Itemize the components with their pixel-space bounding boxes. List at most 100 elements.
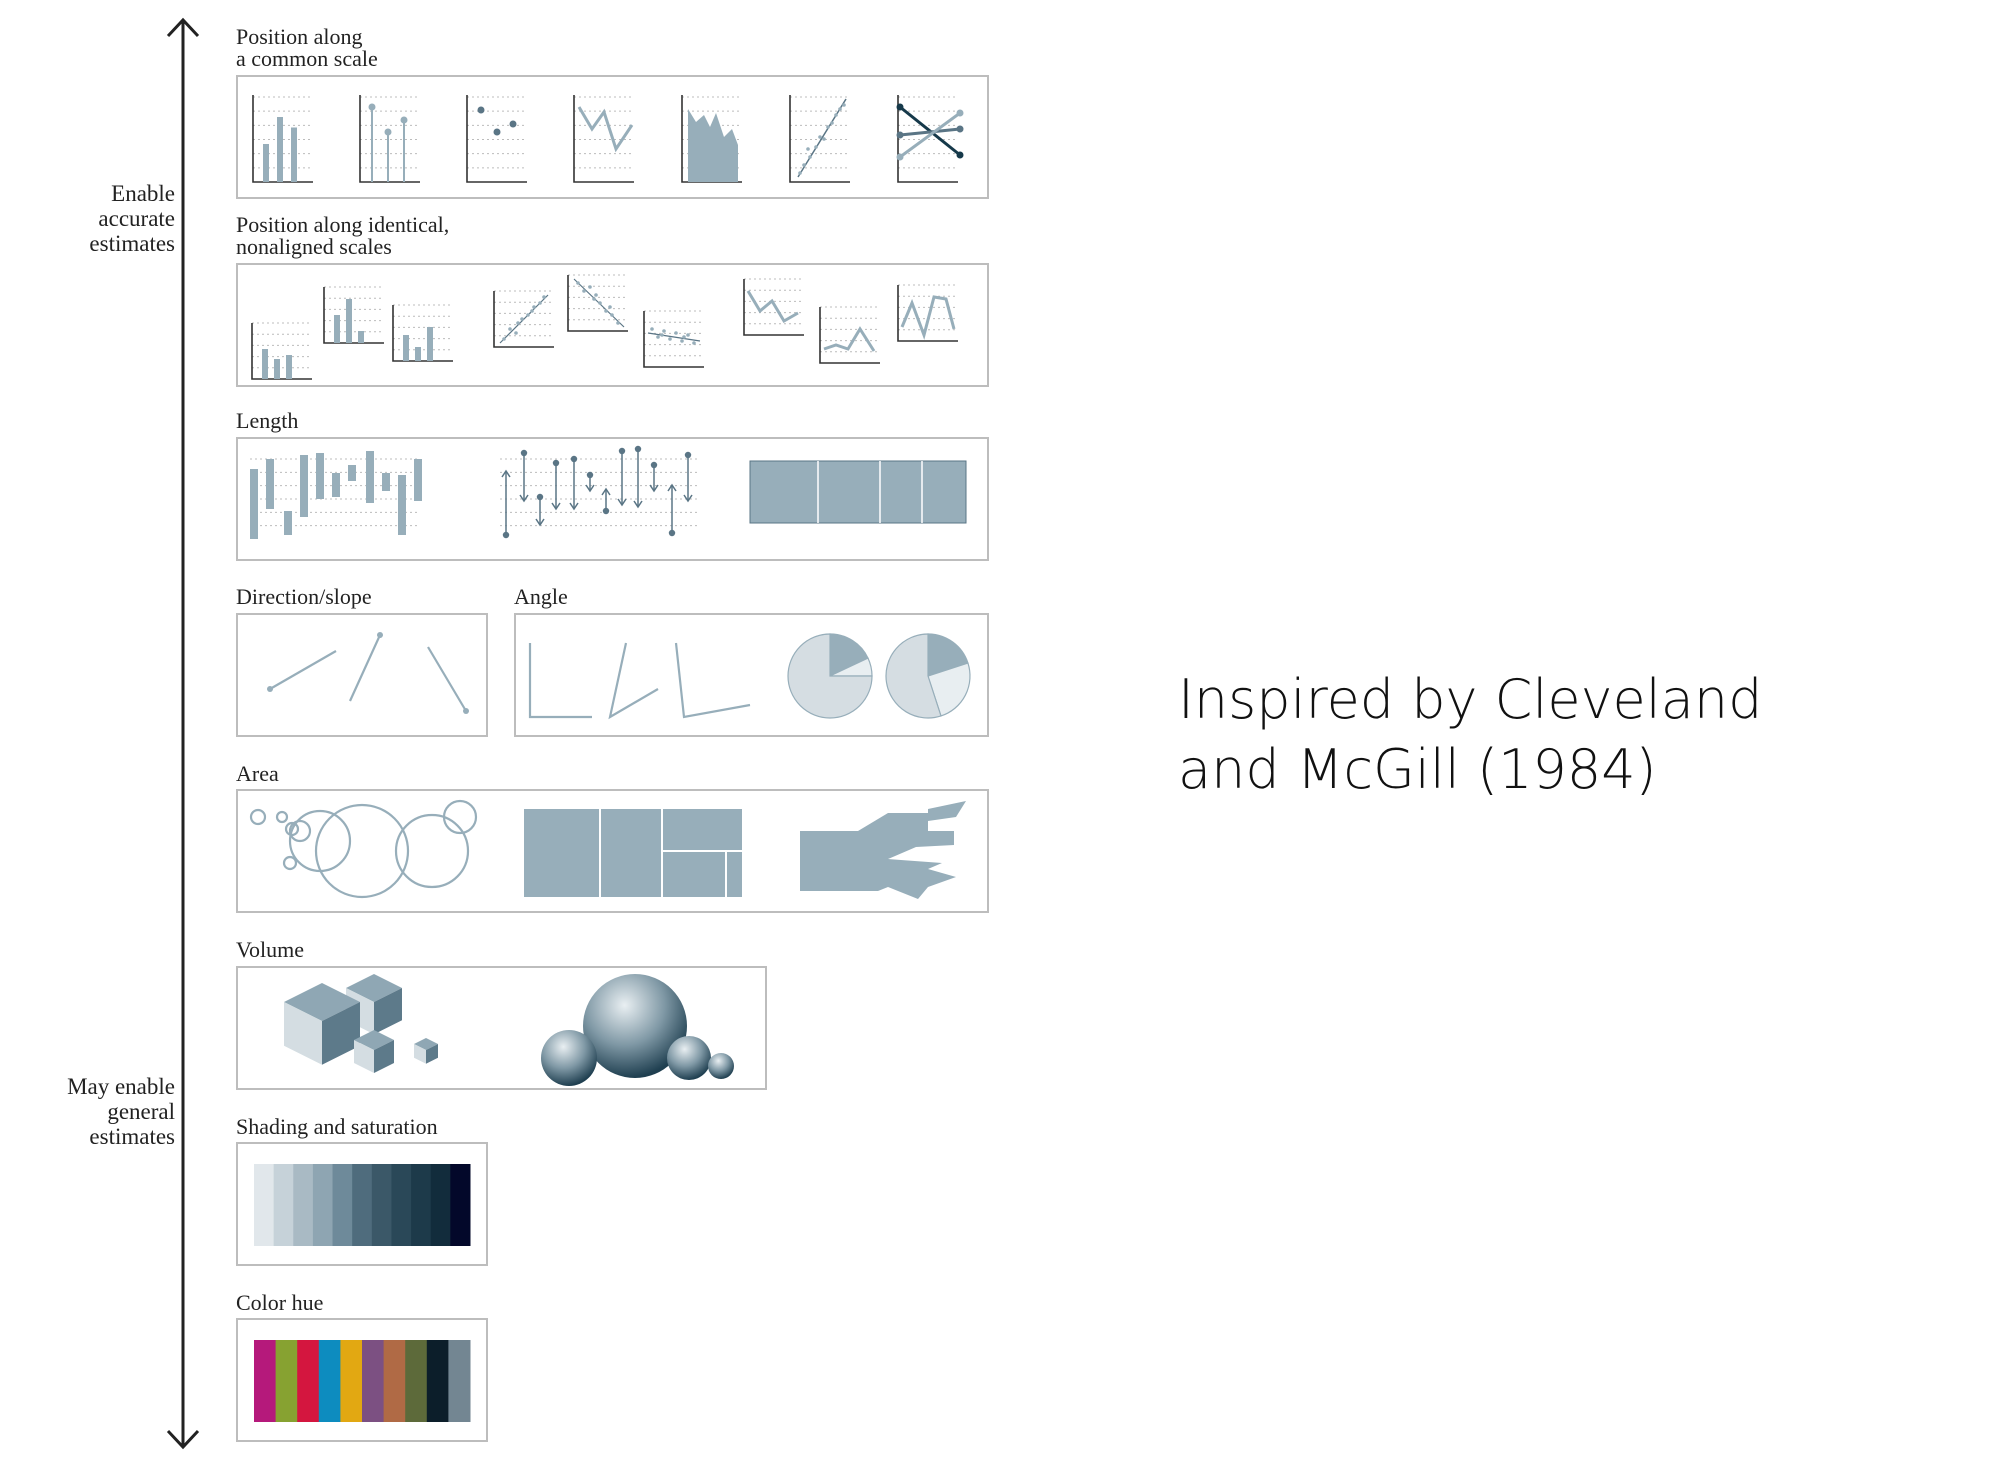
- axis-line: [392, 305, 453, 362]
- axis-line: [897, 95, 958, 183]
- line-mark: [577, 106, 634, 153]
- length-bar: [348, 465, 356, 481]
- pie-slice: [787, 633, 873, 719]
- scatter-point: [526, 313, 530, 317]
- citation-line-1: Inspired by Cleveland: [1178, 668, 1763, 731]
- sphere-tiny: [708, 1053, 734, 1079]
- volume-label: Volume: [236, 937, 305, 962]
- length-bar: [366, 451, 374, 503]
- area-panel: [236, 789, 989, 913]
- color-swatch: [405, 1340, 428, 1422]
- length-bar: [250, 469, 258, 539]
- cube-left: [284, 1002, 322, 1065]
- arrow-head: [683, 494, 693, 503]
- scatter-point: [662, 329, 666, 333]
- color-swatch: [254, 1164, 275, 1246]
- volume-figure: [284, 974, 734, 1086]
- slope-line-mid: [899, 127, 961, 137]
- scatter-point: [798, 171, 802, 175]
- pie-slice: [927, 633, 969, 677]
- arrow-base: [602, 507, 610, 515]
- length-bar: [316, 453, 324, 499]
- slope-line: [427, 646, 467, 712]
- bar-mark: [291, 127, 297, 182]
- scatter-point: [582, 289, 586, 293]
- color-swatch: [293, 1164, 314, 1246]
- dot-mark: [477, 106, 485, 114]
- color-swatch: [352, 1164, 373, 1246]
- bar-mark: [277, 117, 283, 182]
- color-swatch: [383, 1340, 406, 1422]
- arrow-head: [617, 498, 627, 507]
- line-mark: [746, 290, 799, 324]
- arrow-head: [667, 483, 677, 492]
- hue-label: Color hue: [236, 1290, 324, 1315]
- color-swatch: [273, 1164, 294, 1246]
- scatter-point: [802, 163, 806, 167]
- scatter-point: [588, 285, 592, 289]
- scatter-point: [830, 121, 834, 125]
- length-bar: [398, 475, 406, 535]
- arrow-base: [634, 445, 642, 453]
- citation-line-2: and McGill (1984): [1178, 738, 1657, 801]
- scatter-point: [818, 135, 822, 139]
- cube-right: [374, 1040, 394, 1073]
- scatter-point: [514, 331, 518, 335]
- length-bar: [332, 473, 340, 497]
- stacked-bar: [749, 460, 967, 524]
- scatter-point: [616, 321, 620, 325]
- cube-left: [414, 1044, 426, 1064]
- area-circle: [394, 813, 470, 889]
- nonaligned-panel: [236, 263, 989, 387]
- scatter-point: [668, 337, 672, 341]
- axis-line: [573, 95, 634, 183]
- line-mark: [900, 295, 956, 340]
- scatter-point: [608, 305, 612, 309]
- axis-bottom-label: May enable general estimates: [67, 1074, 175, 1149]
- pie-slice: [927, 662, 971, 717]
- scatter-point: [680, 339, 684, 343]
- scatter-point: [650, 327, 654, 331]
- bar-mark: [427, 327, 433, 361]
- area-circle: [314, 803, 410, 899]
- color-swatch: [371, 1164, 392, 1246]
- scatter-point: [594, 293, 598, 297]
- dot-mark: [509, 120, 517, 128]
- axis-top-label: Enable accurate estimates: [89, 181, 175, 256]
- arrow-base: [586, 471, 594, 479]
- scatter-point: [532, 305, 536, 309]
- scatter-point: [508, 327, 512, 331]
- arrow-base: [502, 531, 510, 539]
- scatter-point: [822, 137, 826, 141]
- scatter-point: [834, 113, 838, 117]
- length-bar: [414, 459, 422, 501]
- axis-line: [323, 287, 384, 344]
- area-mark: [688, 109, 738, 182]
- color-swatch: [450, 1164, 471, 1246]
- length-bar: [382, 473, 390, 491]
- cube-left: [354, 1040, 374, 1073]
- hue-swatches: [254, 1340, 471, 1422]
- slope-endpoint: [896, 153, 904, 161]
- angle-mark: [674, 642, 751, 719]
- arrow-head: [569, 502, 579, 511]
- arrow-head: [519, 494, 529, 503]
- color-swatch: [297, 1340, 320, 1422]
- scatter-point: [692, 341, 696, 345]
- scatter-point: [842, 103, 846, 107]
- arrow-head: [601, 487, 611, 496]
- color-swatch: [254, 1340, 277, 1422]
- arrow-base: [552, 459, 560, 467]
- trend-line: [797, 98, 847, 178]
- color-swatch: [312, 1164, 334, 1246]
- shading-swatches: [254, 1164, 471, 1246]
- arrow-head: [501, 469, 511, 478]
- scatter-point: [530, 309, 534, 313]
- pie-slice: [885, 633, 942, 719]
- color-swatch: [318, 1340, 341, 1422]
- bar-mark: [403, 335, 409, 361]
- shading-panel: [236, 1142, 488, 1266]
- scatter-point: [592, 297, 596, 301]
- arrow-base: [536, 493, 544, 501]
- scatter-point: [656, 335, 660, 339]
